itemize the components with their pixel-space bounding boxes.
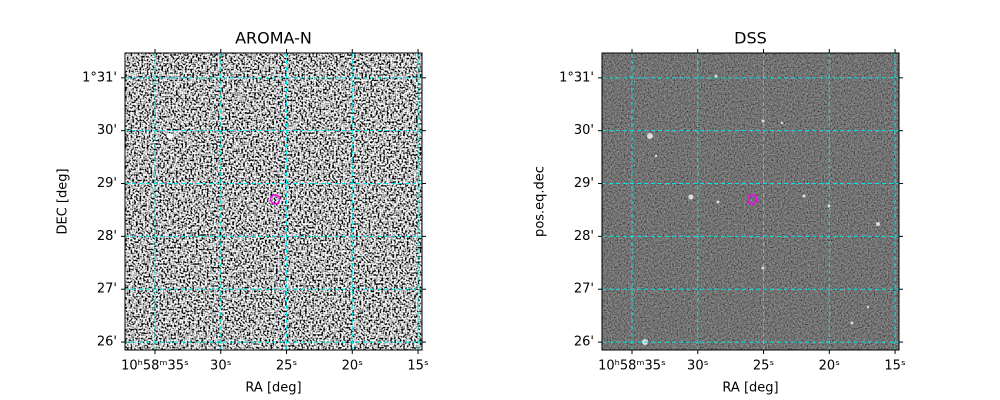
star	[802, 194, 806, 198]
y-tick-label: 30'	[97, 123, 117, 138]
y-tick-label: 29'	[97, 176, 117, 191]
star	[761, 266, 765, 270]
axes-frame	[124, 52, 423, 351]
star	[866, 305, 870, 309]
y-tick-label: 28'	[97, 229, 117, 244]
x-tick-label: 25ˢ	[753, 359, 775, 374]
x-axis-label: RA [deg]	[245, 381, 301, 396]
bright-spot	[167, 133, 173, 139]
star	[688, 194, 694, 200]
y-tick-label: 1°31'	[559, 70, 594, 85]
y-tick-label: 26'	[97, 335, 117, 350]
x-tick-label: 30ˢ	[687, 359, 709, 374]
y-tick-label: 1°31'	[82, 70, 117, 85]
panel-title: AROMA-N	[235, 29, 312, 48]
x-tick-label: 20ˢ	[342, 359, 364, 374]
bright-pixels	[167, 133, 173, 139]
stars	[642, 74, 880, 345]
star	[761, 119, 765, 123]
star	[876, 222, 880, 226]
star	[714, 74, 718, 78]
y-tick-label: 28'	[574, 229, 594, 244]
x-tick-label: 15ˢ	[884, 359, 906, 374]
x-tick-label: 30ˢ	[210, 359, 232, 374]
x-tick-label: 20ˢ	[819, 359, 841, 374]
image-dss	[602, 53, 899, 350]
target-marker	[269, 194, 281, 205]
y-tick-label: 27'	[97, 282, 117, 297]
axes-frame	[601, 52, 900, 351]
star	[654, 154, 658, 158]
star	[850, 321, 854, 325]
panel-title: DSS	[734, 29, 767, 48]
x-tick-label: 15ˢ	[407, 359, 429, 374]
x-tick-label: 25ˢ	[276, 359, 298, 374]
x-axis-label: RA [deg]	[722, 381, 778, 396]
y-tick-label: 27'	[574, 282, 594, 297]
target-marker	[746, 194, 758, 205]
y-tick-label: 29'	[574, 176, 594, 191]
x-tick-label: 10ʰ58ᵐ35ˢ	[598, 359, 666, 374]
x-tick-label: 10ʰ58ᵐ35ˢ	[121, 359, 189, 374]
star	[827, 204, 831, 208]
y-axis-label: DEC [deg]	[56, 168, 71, 234]
star	[716, 200, 720, 204]
image-aroma	[125, 53, 422, 350]
star	[647, 133, 653, 139]
star	[780, 121, 784, 125]
y-tick-label: 26'	[574, 335, 594, 350]
y-tick-label: 30'	[574, 123, 594, 138]
y-axis-label: pos.eq.dec	[533, 166, 548, 237]
